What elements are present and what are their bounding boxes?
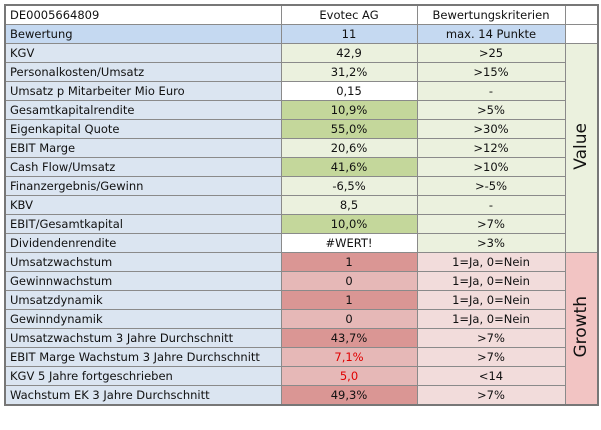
metric-label: Umsatzdynamik bbox=[4, 290, 282, 310]
header-cell: Bewertungskriterien bbox=[416, 4, 566, 25]
metric-value: 10,9% bbox=[280, 100, 418, 120]
metric-value: -6,5% bbox=[280, 176, 418, 196]
data-row: KGV 42,9 >25 Value bbox=[4, 43, 599, 253]
metric-label: Umsatzwachstum bbox=[4, 252, 282, 272]
metric-label: Wachstum EK 3 Jahre Durchschnitt bbox=[4, 385, 282, 406]
metric-label: EBIT Marge bbox=[4, 138, 282, 158]
data-row: Cash Flow/Umsatz 41,6% >10% bbox=[4, 157, 598, 177]
header-cell: Evotec AG bbox=[280, 4, 418, 25]
metric-label: Umsatzwachstum 3 Jahre Durchschnitt bbox=[4, 328, 282, 348]
criterion: >7% bbox=[416, 214, 566, 234]
data-row: Gesamtkapitalrendite 10,9% >5% bbox=[4, 100, 598, 120]
empty-cell bbox=[564, 4, 599, 25]
data-row: Finanzergebnis/Gewinn -6,5% >-5% bbox=[4, 176, 598, 196]
metric-value: 7,1% bbox=[280, 347, 418, 367]
metric-value: 5,0 bbox=[280, 366, 418, 386]
group-label: Value bbox=[571, 123, 592, 170]
table-body: DE0005664809 Evotec AG Bewertungskriterien… bbox=[4, 4, 599, 406]
header-row: DE0005664809 Evotec AG Bewertungskriterien bbox=[4, 4, 599, 25]
metric-value: 31,2% bbox=[280, 62, 418, 82]
metric-label: Gesamtkapitalrendite bbox=[4, 100, 282, 120]
criterion: <14 bbox=[416, 366, 566, 386]
criterion: >5% bbox=[416, 100, 566, 120]
group-label: Growth bbox=[571, 296, 592, 358]
criterion: >10% bbox=[416, 157, 566, 177]
data-row: Dividendenrendite #WERT! >3% bbox=[4, 233, 598, 253]
criterion: 1=Ja, 0=Nein bbox=[416, 271, 566, 291]
header-cell: DE0005664809 bbox=[4, 4, 282, 25]
data-row: Wachstum EK 3 Jahre Durchschnitt 49,3% >7% bbox=[4, 385, 598, 406]
criterion: >-5% bbox=[416, 176, 566, 196]
data-row: KGV 5 Jahre fortgeschrieben 5,0 <14 bbox=[4, 366, 598, 386]
data-row: Gewinndynamik 0 1=Ja, 0=Nein bbox=[4, 309, 598, 329]
criterion: >7% bbox=[416, 385, 566, 406]
metric-value: 0 bbox=[280, 271, 418, 291]
metric-label: Gewinndynamik bbox=[4, 309, 282, 329]
metric-label: EBIT/Gesamtkapital bbox=[4, 214, 282, 234]
criterion: >3% bbox=[416, 233, 566, 253]
metric-value: 55,0% bbox=[280, 119, 418, 139]
metric-label: Finanzergebnis/Gewinn bbox=[4, 176, 282, 196]
score-value: 11 bbox=[280, 24, 418, 44]
metric-label: Eigenkapital Quote bbox=[4, 119, 282, 139]
criterion: >7% bbox=[416, 347, 566, 367]
criterion: >15% bbox=[416, 62, 566, 82]
metric-value: 8,5 bbox=[280, 195, 418, 215]
data-row: Eigenkapital Quote 55,0% >30% bbox=[4, 119, 598, 139]
empty-cell bbox=[564, 24, 599, 44]
criterion: >7% bbox=[416, 328, 566, 348]
criterion: 1=Ja, 0=Nein bbox=[416, 309, 566, 329]
criterion: >12% bbox=[416, 138, 566, 158]
data-row: Umsatz p Mitarbeiter Mio Euro 0,15- bbox=[4, 81, 598, 101]
metric-value: 43,7% bbox=[280, 328, 418, 348]
data-row: EBIT Marge 20,6% >12% bbox=[4, 138, 598, 158]
metric-label: KGV bbox=[4, 43, 282, 63]
metric-value: 20,6% bbox=[280, 138, 418, 158]
criterion: - bbox=[416, 195, 566, 215]
metric-value: 1 bbox=[280, 252, 418, 272]
metric-label: Umsatz p Mitarbeiter Mio Euro bbox=[4, 81, 282, 101]
valuation-table: DE0005664809 Evotec AG Bewertungskriterien… bbox=[4, 4, 599, 406]
group-cell: Growth bbox=[564, 252, 599, 406]
criterion: 1=Ja, 0=Nein bbox=[416, 290, 566, 310]
data-row: Umsatzwachstum 1 1=Ja, 0=Nein Growth bbox=[4, 252, 599, 406]
metric-label: Cash Flow/Umsatz bbox=[4, 157, 282, 177]
data-row: EBIT Marge Wachstum 3 Jahre Durchschnitt… bbox=[4, 347, 598, 367]
score-label: Bewertung bbox=[4, 24, 282, 44]
metric-value: 0 bbox=[280, 309, 418, 329]
criterion: - bbox=[416, 81, 566, 101]
criterion: >30% bbox=[416, 119, 566, 139]
metric-value: 1 bbox=[280, 290, 418, 310]
metric-value: 10,0% bbox=[280, 214, 418, 234]
data-row: Gewinnwachstum 0 1=Ja, 0=Nein bbox=[4, 271, 598, 291]
metric-label: EBIT Marge Wachstum 3 Jahre Durchschnitt bbox=[4, 347, 282, 367]
metric-label: Gewinnwachstum bbox=[4, 271, 282, 291]
metric-label: KGV 5 Jahre fortgeschrieben bbox=[4, 366, 282, 386]
criterion: 1=Ja, 0=Nein bbox=[416, 252, 566, 272]
metric-label: Dividendenrendite bbox=[4, 233, 282, 253]
data-row: EBIT/Gesamtkapital 10,0% >7% bbox=[4, 214, 598, 234]
data-row: KBV 8,5- bbox=[4, 195, 598, 215]
score-max: max. 14 Punkte bbox=[416, 24, 566, 44]
metric-value: #WERT! bbox=[280, 233, 418, 253]
metric-value: 41,6% bbox=[280, 157, 418, 177]
metric-label: KBV bbox=[4, 195, 282, 215]
metric-label: Personalkosten/Umsatz bbox=[4, 62, 282, 82]
metric-value: 42,9 bbox=[280, 43, 418, 63]
score-row: Bewertung 11 max. 14 Punkte bbox=[4, 24, 599, 44]
group-cell: Value bbox=[564, 43, 599, 253]
criterion: >25 bbox=[416, 43, 566, 63]
metric-value: 49,3% bbox=[280, 385, 418, 406]
metric-value: 0,15 bbox=[280, 81, 418, 101]
data-row: Personalkosten/Umsatz 31,2% >15% bbox=[4, 62, 598, 82]
data-row: Umsatzwachstum 3 Jahre Durchschnitt 43,7%… bbox=[4, 328, 598, 348]
data-row: Umsatzdynamik 1 1=Ja, 0=Nein bbox=[4, 290, 598, 310]
